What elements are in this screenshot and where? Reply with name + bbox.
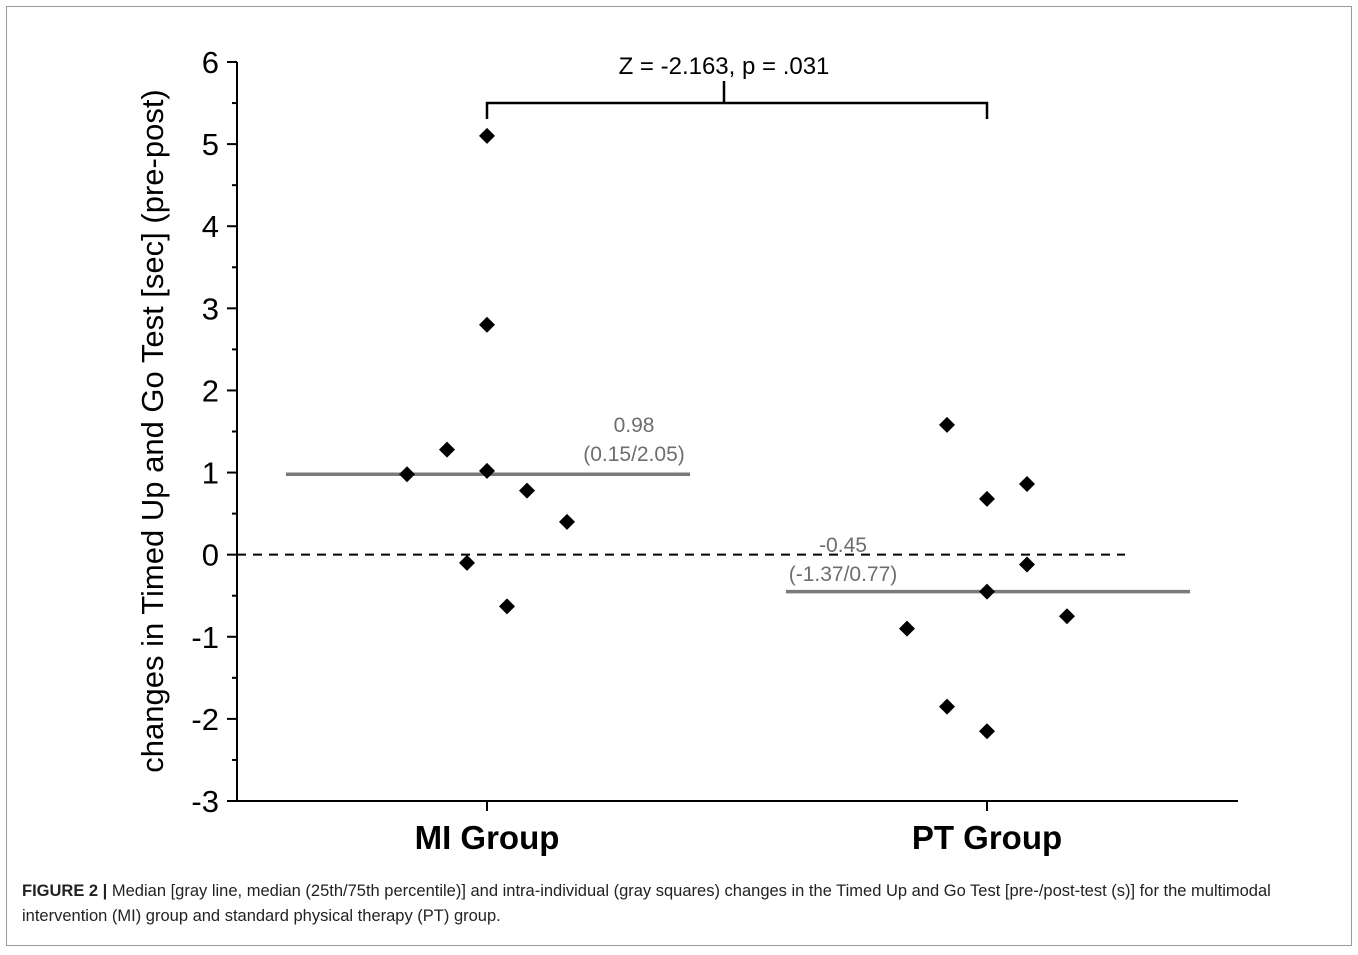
y-tick-label: -3 (191, 784, 219, 819)
data-point (459, 554, 475, 571)
median-label: 0.98 (614, 414, 655, 437)
y-tick-label: 3 (202, 291, 219, 326)
data-point (1059, 608, 1075, 625)
significance-annotation: Z = -2.163, p = .031 (619, 53, 830, 80)
data-points (399, 127, 1075, 740)
y-tick-label: -2 (191, 702, 219, 737)
x-tick-label: PT Group (912, 819, 1062, 856)
x-tick-label: MI Group (415, 819, 560, 856)
y-tick-label: 4 (202, 209, 219, 244)
y-tick-label: 5 (202, 127, 219, 162)
caption-label: FIGURE 2 | (22, 882, 108, 900)
y-axis-label: changes in Timed Up and Go Test [sec] (p… (135, 89, 170, 772)
median-lines (286, 472, 1190, 594)
data-point (479, 127, 495, 144)
data-point (1019, 556, 1035, 573)
data-point (499, 598, 515, 615)
data-point (479, 316, 495, 333)
data-point (979, 490, 995, 507)
data-point (939, 416, 955, 433)
data-point (399, 466, 415, 483)
annotations: 0.98 (0.15/2.05) -0.45 (-1.37/0.77) Z = -2.1… (485, 53, 989, 586)
figure-frame (6, 6, 1352, 946)
data-point (979, 723, 995, 740)
y-tick-label: 2 (202, 373, 219, 408)
y-tick-label: 1 (202, 456, 219, 491)
data-point (1019, 476, 1035, 493)
y-tick-label: 0 (202, 538, 219, 573)
y-tick-label: 6 (202, 45, 219, 80)
data-point (519, 482, 535, 499)
axes: -3 -2 -1 0 1 2 3 4 5 6 changes in Timed Up and Go … (135, 45, 1238, 856)
figure-caption: FIGURE 2 | Median [gray line, median (25… (22, 879, 1332, 929)
data-point (439, 441, 455, 458)
data-point (899, 620, 915, 637)
y-tick-label: -1 (191, 620, 219, 655)
data-point (559, 513, 575, 530)
data-point (479, 462, 495, 479)
data-point (939, 698, 955, 715)
iqr-label: (0.15/2.05) (583, 443, 685, 466)
iqr-label: (-1.37/0.77) (789, 563, 898, 586)
data-point (979, 583, 995, 600)
scatter-chart: -3 -2 -1 0 1 2 3 4 5 6 changes in Timed Up and Go … (135, 45, 1238, 856)
caption-text: Median [gray line, median (25th/75th per… (22, 882, 1271, 925)
significance-bracket (485, 81, 989, 119)
median-label: -0.45 (819, 534, 867, 557)
